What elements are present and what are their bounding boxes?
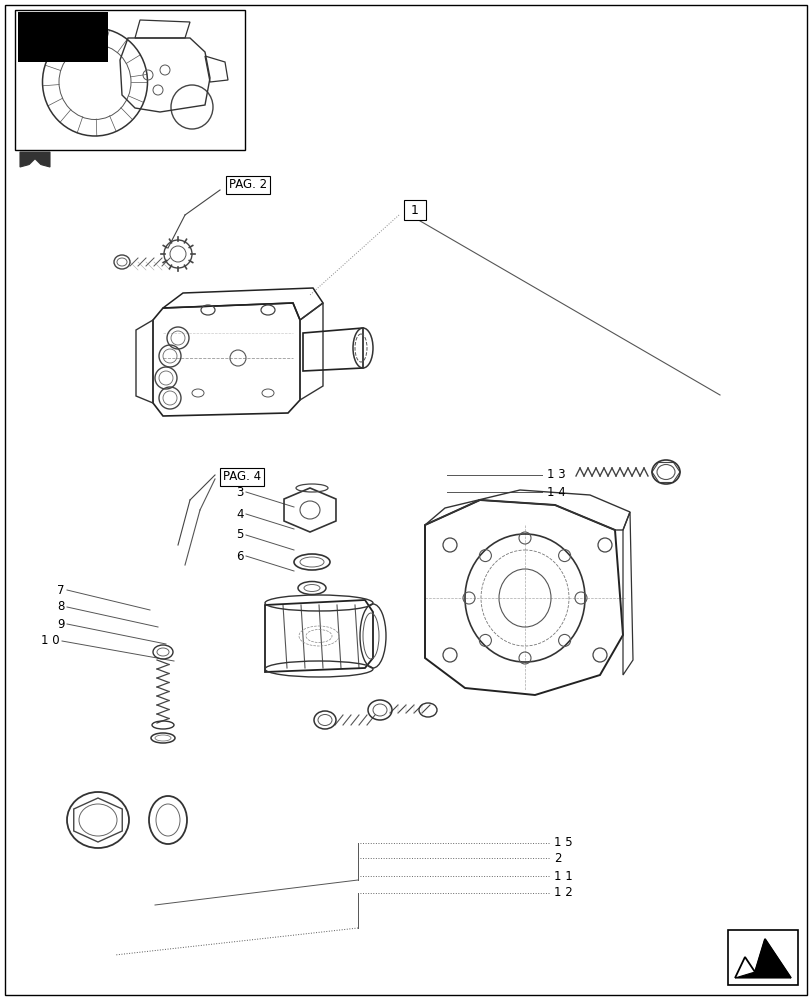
Bar bbox=[727, 930, 797, 985]
Polygon shape bbox=[20, 152, 50, 167]
Text: 2: 2 bbox=[553, 852, 561, 864]
Polygon shape bbox=[28, 160, 42, 167]
Bar bbox=[18, 12, 108, 62]
Text: 4: 4 bbox=[236, 508, 243, 520]
Text: PAG. 4: PAG. 4 bbox=[223, 471, 261, 484]
Text: 6: 6 bbox=[236, 550, 243, 562]
Text: 1 3: 1 3 bbox=[547, 468, 565, 482]
Polygon shape bbox=[734, 939, 790, 978]
Text: 1: 1 bbox=[406, 204, 423, 217]
Text: 1 0: 1 0 bbox=[41, 635, 60, 648]
Text: 1 4: 1 4 bbox=[547, 486, 565, 498]
Bar bbox=[15, 10, 245, 150]
Text: 9: 9 bbox=[58, 617, 65, 631]
Text: PAG. 2: PAG. 2 bbox=[229, 178, 267, 192]
Text: 1 2: 1 2 bbox=[553, 886, 572, 900]
Text: 7: 7 bbox=[58, 584, 65, 596]
Text: 1 5: 1 5 bbox=[553, 836, 572, 850]
Text: 1 1: 1 1 bbox=[553, 869, 572, 882]
Text: 8: 8 bbox=[58, 600, 65, 613]
Text: 3: 3 bbox=[236, 486, 243, 498]
Text: 5: 5 bbox=[236, 528, 243, 542]
